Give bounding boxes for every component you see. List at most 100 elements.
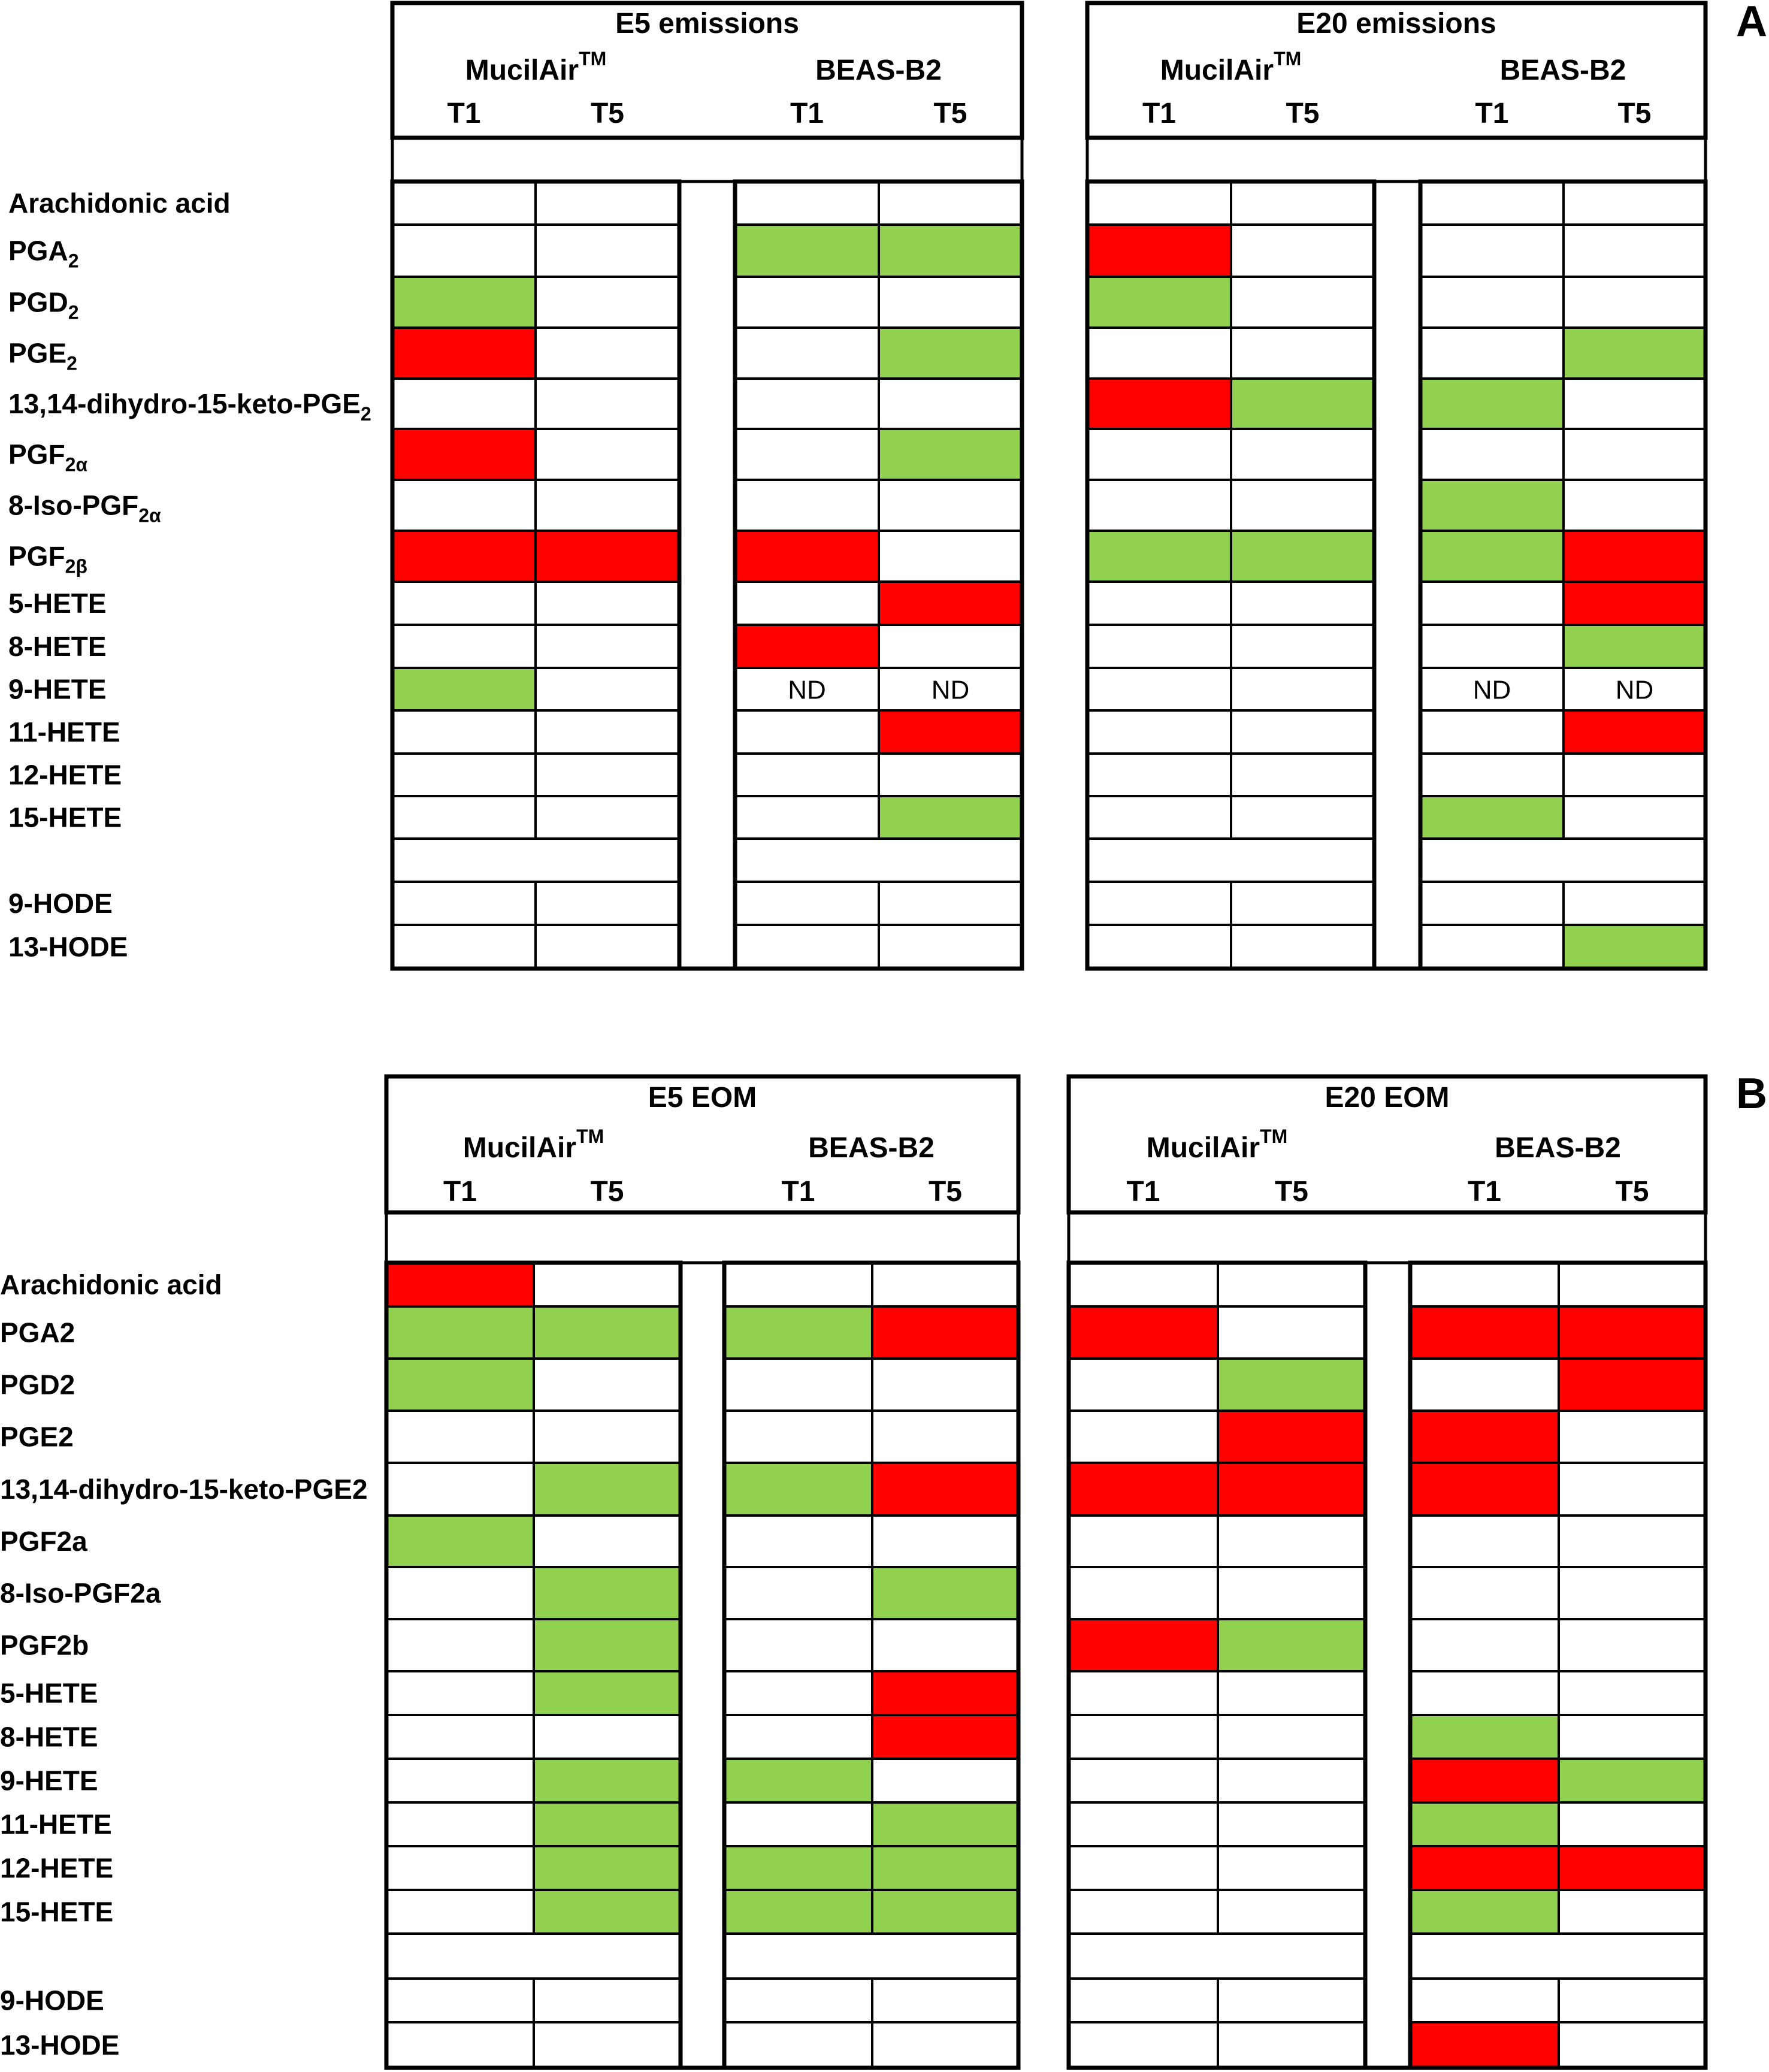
panel-b-row-label: 15-HETE	[0, 1896, 113, 1928]
panel-b-cell	[723, 1305, 873, 1360]
panel-a-cell	[1086, 709, 1232, 755]
panel-b-cell	[1068, 1305, 1219, 1360]
panel-a-cell	[391, 709, 537, 755]
panel-b-cell	[723, 1618, 873, 1672]
panel-b-row-label: 8-Iso-PGF2a	[0, 1578, 161, 1609]
panel-b-cell	[1409, 2021, 1560, 2069]
panel-a-cell	[391, 881, 537, 926]
panel-a-cell	[1230, 924, 1375, 970]
panel-a-cell	[878, 752, 1023, 797]
panel-b-cell	[1068, 1977, 1219, 2023]
panel-b-cell	[871, 1566, 1020, 1620]
panel-a-cell	[1419, 624, 1565, 669]
panel-a-cell	[878, 326, 1023, 380]
panel-b-cell	[723, 1889, 873, 1935]
panel-b-cell	[1558, 1357, 1707, 1412]
panel-b-cell	[1409, 1262, 1560, 1308]
panel-a-cell	[1230, 530, 1375, 583]
panel-a-cell	[1419, 377, 1565, 430]
panel-b-cell	[1409, 1758, 1560, 1804]
panel-a-cell	[391, 795, 537, 840]
panel-a-blank-separator	[391, 837, 681, 883]
panel-b-cell	[1558, 1714, 1707, 1760]
panel-a-cell	[391, 180, 537, 226]
panel-b-cell	[1068, 1670, 1219, 1716]
panel-a-cell	[878, 881, 1023, 926]
panel-a-subgroup-label: BEAS-B2	[815, 55, 942, 86]
panel-a-cell	[391, 924, 537, 970]
panel-b-row-label: 8-HETE	[0, 1722, 98, 1753]
panel-b-cell	[1409, 1845, 1560, 1891]
panel-a-cell	[534, 276, 681, 329]
panel-b-cell	[723, 1357, 873, 1412]
panel-a-cell	[1562, 377, 1707, 430]
panel-b-subgroup-superscript: TM	[1260, 1126, 1287, 1147]
panel-b-cell	[1217, 1618, 1366, 1672]
panel-b-cell	[385, 1462, 535, 1517]
panel-a-cell	[734, 709, 880, 755]
panel-b-cell	[1068, 1758, 1219, 1804]
panel-b-cell	[1558, 1889, 1707, 1935]
panel-b: E5 EOM MucilAirTM T1 T5 BEAS-B2 T1 T5 E20 EOM Mu…	[0, 1074, 1708, 2070]
panel-b-cell	[1068, 1889, 1219, 1935]
panel-a-cell-nd-label: ND	[1616, 676, 1654, 705]
panel-a-cell	[1230, 795, 1375, 840]
panel-a-blank-band	[1085, 136, 1707, 183]
panel-a-cell	[734, 752, 880, 797]
panel-a-cell	[878, 709, 1023, 755]
panel-a-cell	[534, 667, 681, 712]
panel-b-cell	[385, 1889, 535, 1935]
panel-a-cell	[534, 752, 681, 797]
panel-b-group-title: E20 EOM	[1325, 1082, 1449, 1114]
panel-a-row-label: PGA2	[8, 235, 78, 272]
panel-a-cell	[1230, 276, 1375, 329]
panel-b-row-label: 13,14-dihydro-15-keto-PGE2	[0, 1474, 368, 1505]
panel-a-cell	[391, 377, 537, 430]
panel-a-cell	[734, 580, 880, 626]
panel-a-group-title: E20 emissions	[1296, 8, 1496, 40]
panel-b-cell	[723, 1801, 873, 1847]
panel-b-cell	[1558, 2021, 1707, 2069]
panel-a-cell	[1086, 530, 1232, 583]
panel-a-cell	[1419, 881, 1565, 926]
panel-a-cell	[534, 795, 681, 840]
panel-a-cell	[878, 795, 1023, 840]
panel-a-row-label-subscript: 2	[68, 250, 79, 272]
panel-b-cell	[1068, 1566, 1219, 1620]
panel-a-time-label: T1	[1475, 98, 1508, 129]
panel-b-cell	[1558, 1566, 1707, 1620]
panel-a-row-label: PGF2α	[8, 439, 87, 476]
panel-a-row-label-subscript: 2	[68, 302, 79, 323]
panel-b-blank-separator	[1409, 1932, 1707, 1980]
panel-a-cell	[878, 924, 1023, 970]
panel-a-time-label: T1	[1142, 98, 1176, 129]
panel-a-cell	[391, 530, 537, 583]
panel-b-blank-separator	[1068, 1932, 1366, 1980]
panel-b-cell	[385, 1618, 535, 1672]
panel-b-cell	[1217, 1566, 1366, 1620]
panel-a-cell	[1230, 428, 1375, 481]
panel-a-cell	[534, 924, 681, 970]
panel-b-cell	[1217, 1305, 1366, 1360]
panel-b-cell	[1558, 1514, 1707, 1568]
panel-b-row-label: PGD2	[0, 1369, 75, 1401]
panel-b-row-label: PGF2a	[0, 1526, 87, 1557]
panel-b-cell	[723, 1845, 873, 1891]
panel-b-cell	[1068, 1262, 1219, 1308]
panel-a-cell	[534, 479, 681, 532]
panel-b-cell	[871, 1714, 1020, 1760]
panel-a-cell	[1230, 223, 1375, 278]
panel-a-cell	[1086, 924, 1232, 970]
panel-a-cell	[1419, 223, 1565, 278]
panel-b-cell	[1217, 1977, 1366, 2023]
panel-b-cell	[1409, 1357, 1560, 1412]
panel-a-cell	[1230, 752, 1375, 797]
panel-b-row-label: 12-HETE	[0, 1853, 113, 1884]
panel-b-cell	[533, 1262, 682, 1308]
panel-a-cell	[878, 428, 1023, 481]
panel-b-cell	[1217, 1409, 1366, 1464]
panel-b-cell	[1068, 1618, 1219, 1672]
panel-a-row-label: 11-HETE	[8, 716, 120, 748]
panel-b-subgroup-superscript: TM	[576, 1126, 604, 1147]
panel-a-cell	[391, 624, 537, 669]
